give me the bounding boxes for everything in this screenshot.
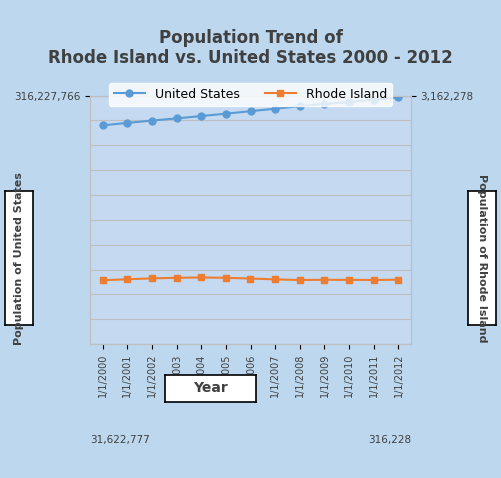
United States [149,118,155,123]
United States [272,106,278,111]
Text: 31,622,777: 31,622,777 [90,435,150,445]
United States [173,116,179,121]
Rhode Island [346,277,352,282]
Rhode Island [100,277,106,283]
Text: Population Trend of
Rhode Island vs. United States 2000 - 2012: Population Trend of Rhode Island vs. Uni… [48,29,453,67]
United States [198,113,204,119]
Rhode Island [124,276,130,282]
United States [395,95,401,100]
United States [346,99,352,105]
Rhode Island [322,277,328,282]
Line: United States: United States [99,94,402,129]
United States [247,109,254,114]
Rhode Island [173,275,179,281]
Rhode Island [297,277,303,283]
Legend: United States, Rhode Island: United States, Rhode Island [109,83,392,106]
Text: Year: Year [193,381,228,395]
Line: Rhode Island: Rhode Island [99,274,402,284]
Rhode Island [395,277,401,282]
United States [100,122,106,128]
Text: Population of United States: Population of United States [14,172,24,345]
United States [371,97,377,102]
Rhode Island [198,274,204,280]
United States [297,103,303,109]
United States [124,120,130,126]
United States [322,101,328,107]
Rhode Island [149,275,155,281]
United States [223,111,229,117]
Text: Population of Rhode Island: Population of Rhode Island [477,174,487,342]
Rhode Island [371,277,377,283]
Text: 316,228: 316,228 [368,435,411,445]
Rhode Island [272,277,278,282]
Rhode Island [223,275,229,281]
Rhode Island [247,276,254,282]
